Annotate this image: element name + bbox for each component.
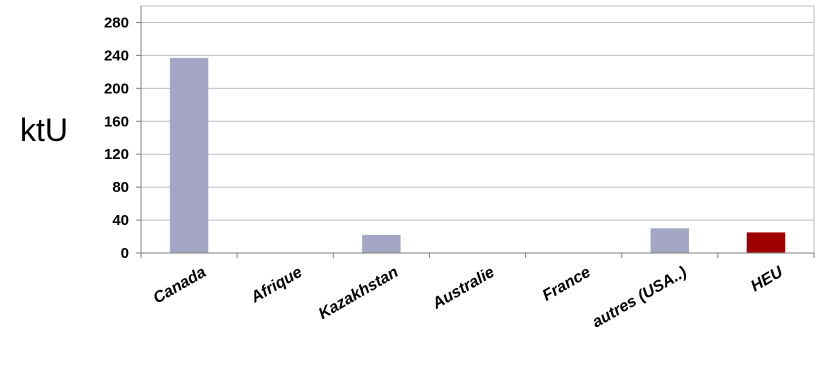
y-tick-label: 280 <box>104 14 129 31</box>
x-category-label: France <box>540 264 594 305</box>
x-category-label: Afrique <box>247 264 305 307</box>
x-category-label: Canada <box>151 264 210 308</box>
plot-frame <box>140 5 815 254</box>
y-tick-label: 40 <box>112 212 129 229</box>
x-category-label: HEU <box>748 264 786 296</box>
x-category-label: Australie <box>429 264 498 314</box>
bar-canada <box>169 57 209 254</box>
x-category-label: Kazakhstan <box>316 264 402 323</box>
bar-autres-usa <box>650 228 690 253</box>
y-axis-label: ktU <box>20 112 68 148</box>
y-tick-label: 0 <box>121 245 129 262</box>
y-tick-label: 80 <box>112 179 129 196</box>
y-tick-label: 120 <box>104 146 129 163</box>
x-category-label: autres (USA..) <box>590 264 690 332</box>
y-tick-label: 240 <box>104 47 129 64</box>
bar-kazakhstan <box>362 234 401 253</box>
y-tick-label: 160 <box>104 113 129 130</box>
y-tick-label: 200 <box>104 80 129 97</box>
bar-heu <box>746 232 786 253</box>
